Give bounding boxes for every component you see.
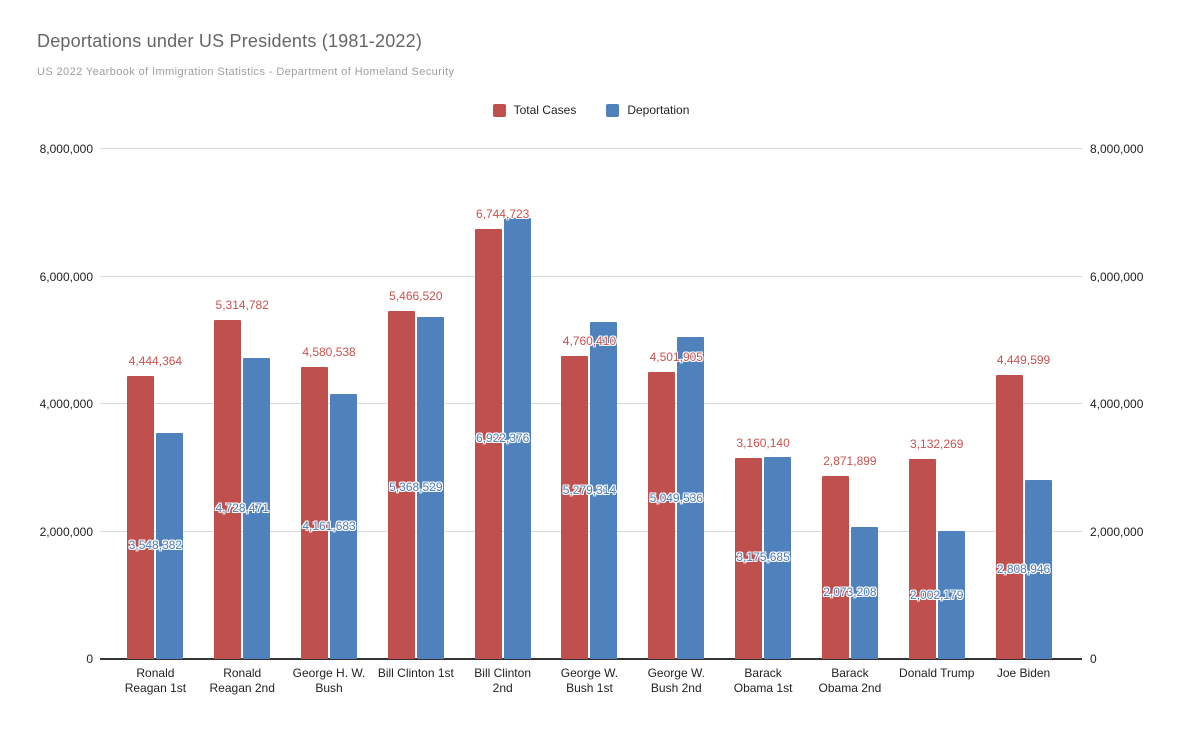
bar-value-label-total-cases: 4,444,364 <box>128 353 183 368</box>
x-axis-category-label: George H. W. Bush <box>292 666 366 695</box>
bar-group: 4,501,905 5,049,536 <box>633 149 720 659</box>
bar-value-label-deportation: 4,161,683 <box>302 518 356 533</box>
chart-subtitle: US 2022 Yearbook of Immigration Statisti… <box>37 66 455 78</box>
y-axis-tick-label-right: 0 <box>1090 652 1097 666</box>
bar-value-label-total-cases: 4,449,599 <box>996 353 1051 368</box>
bar-group: 5,314,782 4,728,471 <box>199 149 286 659</box>
bar-value-label-total-cases: 5,314,782 <box>215 298 269 313</box>
bar-total-cases[interactable] <box>561 355 589 659</box>
y-axis-tick-label-left: 6,000,000 <box>39 269 93 284</box>
y-axis-tick-label-left: 2,000,000 <box>39 524 93 539</box>
y-axis-tick-label-left: 0 <box>86 652 93 666</box>
bar-group: 2,871,899 2,073,208 <box>807 149 894 659</box>
bar-deportation[interactable] <box>850 526 878 659</box>
bar-value-label-total-cases: 3,160,140 <box>736 435 790 450</box>
bar-deportation[interactable] <box>416 316 444 659</box>
y-axis-tick-label-right: 2,000,000 <box>1090 524 1144 539</box>
bar-deportation[interactable] <box>503 217 531 659</box>
bar-value-label-total-cases: 4,760,410 <box>562 333 617 348</box>
bar-value-label-deportation: 3,175,685 <box>736 550 790 565</box>
x-axis-category-label: Barack Obama 2nd <box>818 666 882 695</box>
bar-group: 4,444,364 3,548,382 <box>112 149 199 659</box>
legend: Total Cases Deportation <box>0 103 1182 117</box>
bars-region: 4,444,364 3,548,382 5,314,782 4,728,471 4,58… <box>112 149 1067 659</box>
bar-deportation[interactable] <box>156 432 184 659</box>
bar-deportation[interactable] <box>764 456 792 659</box>
gridline <box>100 148 1082 149</box>
bar-deportation[interactable] <box>937 531 965 659</box>
bar-value-label-deportation: 6,922,376 <box>475 430 530 445</box>
x-axis-category-label: George W. Bush 1st <box>560 666 619 695</box>
x-axis-category-label: Bill Clinton 1st <box>377 666 454 680</box>
bar-deportation[interactable] <box>677 337 705 659</box>
bar-value-label-deportation: 4,728,471 <box>215 500 269 515</box>
bar-group: 5,466,520 5,368,529 <box>372 149 459 659</box>
bar-value-label-deportation: 5,279,314 <box>562 483 617 498</box>
y-axis-tick-label-right: 6,000,000 <box>1090 269 1144 284</box>
legend-item-deportation: Deportation <box>606 103 689 117</box>
bar-value-label-deportation: 5,368,529 <box>389 480 443 495</box>
x-axis-category-label: Donald Trump <box>899 666 975 680</box>
legend-item-total-cases: Total Cases <box>492 103 577 117</box>
legend-label-deportation: Deportation <box>627 103 690 117</box>
bar-value-label-deportation: 2,808,946 <box>996 562 1051 576</box>
y-axis-tick-label-left: 4,000,000 <box>39 397 93 411</box>
bar-value-label-total-cases: 4,580,538 <box>302 345 356 359</box>
bar-deportation[interactable] <box>243 357 271 659</box>
gridline <box>100 275 1082 277</box>
y-axis-tick-label-left: 8,000,000 <box>39 142 93 156</box>
x-axis-line <box>100 658 1082 660</box>
bar-total-cases[interactable] <box>648 372 676 659</box>
bar-total-cases[interactable] <box>214 320 242 659</box>
bar-group: 4,760,410 5,279,314 <box>546 149 633 659</box>
bar-group: 4,580,538 4,161,683 <box>286 149 373 659</box>
bar-total-cases[interactable] <box>474 229 502 659</box>
bar-total-cases[interactable] <box>127 375 155 659</box>
bar-deportation[interactable] <box>1024 479 1052 659</box>
legend-swatch-deportation <box>606 103 620 117</box>
bar-value-label-total-cases: 3,132,269 <box>910 437 964 452</box>
y-axis-tick-label-right: 8,000,000 <box>1090 142 1144 156</box>
bar-group: 4,449,599 2,808,946 <box>980 149 1067 659</box>
x-axis-category-label: Bill Clinton 2nd <box>474 666 531 695</box>
x-axis-category-label: Ronald Reagan 2nd <box>209 666 275 695</box>
bar-value-label-total-cases: 4,501,905 <box>649 350 703 364</box>
y-axis-tick-label-right: 4,000,000 <box>1090 397 1144 411</box>
bar-value-label-total-cases: 5,466,520 <box>389 288 443 303</box>
bar-total-cases[interactable] <box>735 457 763 659</box>
bar-value-label-deportation: 3,548,382 <box>128 538 183 553</box>
bar-deportation[interactable] <box>590 322 618 659</box>
bar-total-cases[interactable] <box>995 375 1023 659</box>
bar-value-label-total-cases: 2,871,899 <box>823 453 877 468</box>
bar-total-cases[interactable] <box>387 310 415 659</box>
bar-value-label-deportation: 2,002,179 <box>910 587 964 602</box>
legend-label-total-cases: Total Cases <box>513 103 577 117</box>
legend-swatch-total-cases <box>492 103 506 117</box>
x-axis: Ronald Reagan 1st Ronald Reagan 2nd George… <box>112 666 1067 696</box>
bar-value-label-deportation: 2,073,208 <box>823 585 877 600</box>
bar-total-cases[interactable] <box>301 367 329 659</box>
x-axis-category-label: Ronald Reagan 1st <box>124 666 187 695</box>
x-axis-category-label: Joe Biden <box>996 666 1051 680</box>
bar-group: 3,160,140 3,175,685 <box>720 149 807 659</box>
bar-value-label-total-cases: 6,744,723 <box>475 207 530 221</box>
chart-title: Deportations under US Presidents (1981-2… <box>37 31 423 51</box>
bar-total-cases[interactable] <box>908 459 936 659</box>
x-axis-category-label: Barack Obama 1st <box>733 666 793 695</box>
bar-group: 6,744,723 6,922,376 <box>459 149 546 659</box>
bar-deportation[interactable] <box>330 393 358 659</box>
bar-value-label-deportation: 5,049,536 <box>649 490 703 505</box>
bar-total-cases[interactable] <box>821 475 849 659</box>
bar-group: 3,132,269 2,002,179 <box>893 149 980 659</box>
x-axis-category-label: George W. Bush 2nd <box>647 666 705 695</box>
